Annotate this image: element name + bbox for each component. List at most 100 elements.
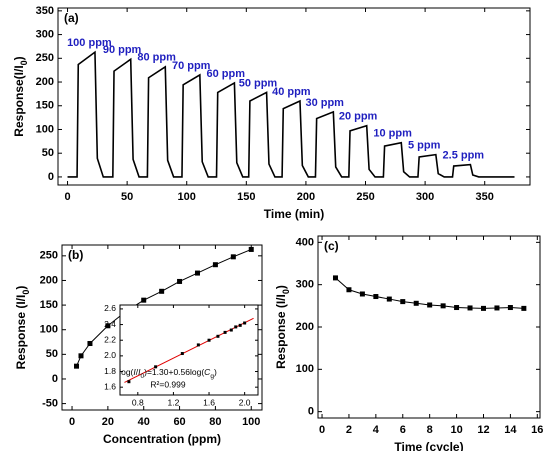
y-tick-label: 200 [36, 76, 54, 88]
marker [480, 305, 486, 311]
y-tick-label: 2.0 [104, 350, 116, 360]
x-tick-label: 2 [346, 424, 352, 436]
y-tick-label: 250 [40, 250, 58, 262]
annotation: 60 ppm [207, 68, 246, 80]
y-tick-label: 100 [36, 123, 54, 135]
marker [494, 305, 500, 311]
y-tick-label: 150 [40, 299, 58, 311]
marker [346, 287, 352, 293]
x-tick-label: 4 [373, 424, 380, 436]
plot-frame [317, 235, 541, 419]
x-tick-label: 300 [416, 191, 434, 203]
marker [234, 325, 238, 329]
x-axis-label: Time (min) [264, 207, 324, 221]
y-axis-label-part: ) [14, 286, 28, 290]
x-tick-label: 10 [450, 424, 462, 436]
y-axis-label-part: 0 [281, 289, 291, 294]
y-tick-label: 350 [36, 5, 54, 17]
x-tick-label: 6 [400, 424, 406, 436]
marker [230, 254, 236, 260]
annotation: 5 ppm [408, 140, 441, 152]
marker [159, 288, 165, 294]
fit-equation-part: C [204, 367, 211, 377]
panel-label: (b) [68, 248, 83, 262]
y-axis-label: Response(I/I0) [12, 56, 29, 136]
y-axis-label: Response (I/I0) [274, 285, 291, 369]
x-tick-label: 2.0 [239, 397, 251, 407]
x-tick-label: 8 [427, 424, 433, 436]
r-squared: R²=0.999 [150, 379, 185, 389]
x-tick-label: 350 [476, 191, 494, 203]
marker [521, 305, 527, 311]
marker [127, 380, 131, 384]
y-axis-label-part: 0 [21, 290, 31, 295]
fit-equation-part: g [210, 373, 214, 380]
y-tick-label: 2.6 [104, 303, 116, 313]
annotation: 2.5 ppm [443, 150, 485, 162]
marker [440, 303, 446, 309]
annotation: 30 ppm [305, 97, 344, 109]
marker [216, 334, 220, 338]
annotation: 10 ppm [373, 128, 412, 140]
x-tick-label: 150 [237, 191, 255, 203]
x-tick-label: 20 [102, 416, 114, 428]
y-axis-label-part: 0 [19, 60, 29, 65]
annotation: 80 ppm [137, 52, 176, 64]
y-tick-label: 50 [42, 147, 54, 159]
x-tick-label: 0 [64, 191, 70, 203]
x-tick-label: 50 [121, 191, 133, 203]
fit-equation-part: 0 [141, 373, 145, 380]
x-tick-label: 100 [178, 191, 196, 203]
fit-equation-part: log( [119, 367, 133, 377]
marker [386, 296, 392, 302]
panel-label: (a) [64, 11, 79, 25]
y-tick-label: 0 [52, 373, 58, 385]
fit-equation-part: ) [214, 367, 217, 377]
marker [332, 275, 338, 281]
x-tick-label: 16 [531, 424, 543, 436]
marker [74, 363, 80, 369]
y-tick-label: 100 [40, 324, 58, 336]
y-tick-label: 250 [36, 52, 54, 64]
marker [105, 323, 111, 329]
annotation: 20 ppm [339, 111, 378, 123]
y-tick-label: 200 [296, 321, 314, 333]
fit-equation-part: )=1.30+0.56log( [144, 367, 204, 377]
y-axis-label-part: Response (I/I [274, 294, 288, 369]
y-tick-label: 0 [48, 171, 54, 183]
marker [507, 305, 513, 311]
annotation: 50 ppm [239, 77, 278, 89]
marker [238, 323, 242, 327]
marker [248, 246, 254, 252]
x-tick-label: 40 [138, 416, 150, 428]
marker [427, 302, 433, 308]
marker [207, 338, 211, 342]
marker [413, 300, 419, 306]
x-tick-label: 12 [477, 424, 489, 436]
y-axis-label: Response (I/I0) [14, 286, 31, 370]
x-tick-label: 0.8 [132, 397, 144, 407]
marker [78, 353, 84, 359]
marker [87, 341, 93, 347]
x-tick-label: 100 [242, 416, 260, 428]
marker [359, 291, 365, 297]
marker [223, 330, 227, 334]
marker [243, 321, 247, 325]
plot-frame [57, 7, 531, 186]
y-tick-label: 300 [296, 279, 314, 291]
x-axis-label: Time (cycle) [394, 440, 463, 451]
y-tick-label: 0 [308, 406, 314, 418]
y-axis-label-part: ) [12, 56, 26, 60]
y-tick-label: 2.2 [104, 334, 116, 344]
marker [194, 270, 200, 276]
y-tick-label: 300 [36, 28, 54, 40]
annotation: 90 ppm [103, 44, 142, 56]
y-tick-label: 1.8 [104, 366, 116, 376]
y-tick-label: 150 [36, 100, 54, 112]
fit-equation: log(I/I0)=1.30+0.56log(Cg) [119, 367, 217, 380]
marker [373, 294, 379, 300]
x-tick-label: 0 [319, 424, 325, 436]
y-tick-label: 2.4 [104, 319, 116, 329]
data-line [67, 50, 515, 178]
